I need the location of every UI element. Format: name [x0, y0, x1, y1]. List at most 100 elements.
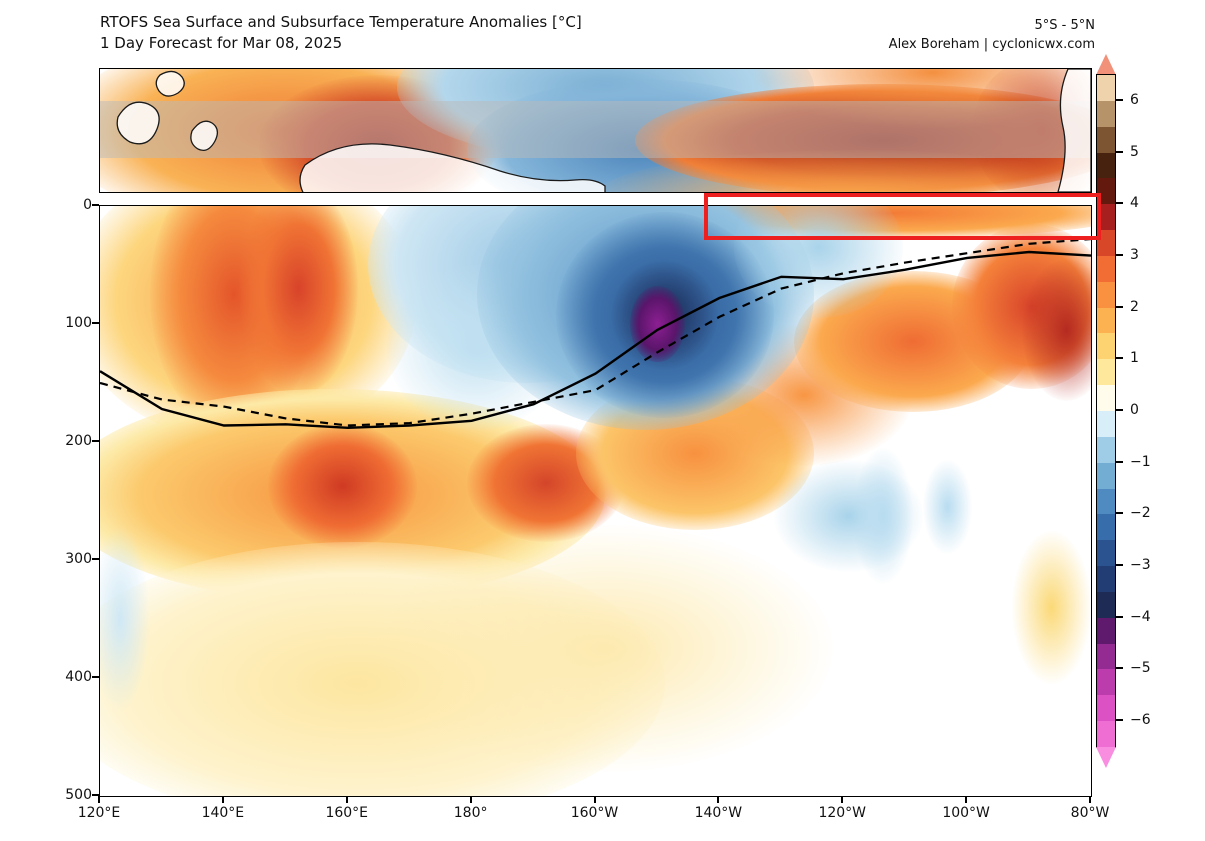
coast-new-guinea: [299, 143, 606, 192]
colorbar-tick: [1116, 667, 1123, 670]
colorbar-extend-top: [1096, 54, 1116, 75]
depth-tick: [92, 322, 99, 324]
depth-tick-label: 300: [65, 551, 92, 567]
map-averaging-band: [100, 100, 1091, 158]
colorbar-tick-label: 3: [1130, 246, 1139, 263]
colorbar-segment: [1097, 204, 1115, 231]
colorbar-segment: [1097, 100, 1115, 127]
colorbar-segment: [1097, 540, 1115, 567]
colorbar-tick-label: −5: [1130, 660, 1151, 677]
isotherm-20c-climatology-line: [100, 237, 1091, 427]
colorbar-tick: [1116, 564, 1123, 567]
colorbar-segment: [1097, 695, 1115, 722]
longitude-tick: [469, 796, 472, 803]
colorbar-tick-label: 6: [1130, 91, 1139, 108]
anomaly-cool-tail-blob: [734, 206, 903, 319]
longitude-tick: [841, 796, 844, 803]
colorbar-segment: [1097, 410, 1115, 437]
isotherm-lines-layer: [100, 237, 1091, 430]
colorbar-segment: [1097, 669, 1115, 696]
colorbar-segment: [1097, 255, 1115, 282]
colorbar-tick-label: −6: [1130, 712, 1151, 729]
longitude-tick: [717, 796, 720, 803]
colorbar-segment: [1097, 436, 1115, 463]
longitude-tick-label: 120°E: [77, 805, 121, 821]
colorbar-tick-label: −3: [1130, 557, 1151, 574]
depth-tick: [92, 204, 99, 206]
depth-tick: [92, 558, 99, 560]
anomaly-deep-warm-core1-blob: [268, 424, 418, 549]
longitude-tick-label: 140°W: [694, 805, 743, 821]
colorbar-segment: [1097, 281, 1115, 308]
anomaly-right-deep-yellow-blob: [1011, 530, 1091, 684]
colorbar-segment: [1097, 230, 1115, 256]
colorbar-tick-label: −1: [1130, 453, 1151, 470]
colorbar-tick-label: 5: [1130, 143, 1139, 160]
colorbar-extend-bottom: [1096, 747, 1116, 768]
colorbar-tick: [1116, 460, 1123, 463]
colorbar-tick-label: 4: [1130, 195, 1139, 212]
colorbar-tick-label: 2: [1130, 298, 1139, 315]
credit-text: Alex Boreham | cyclonicwx.com: [888, 37, 1095, 52]
longitude-tick-label: 80°W: [1070, 805, 1110, 821]
longitude-tick: [593, 796, 596, 803]
anomaly-far-east-red-core-blob: [1021, 259, 1091, 401]
colorbar-segment: [1097, 359, 1115, 386]
colorbar-segment: [1097, 126, 1115, 153]
title-block: RTOFS Sea Surface and Subsurface Tempera…: [100, 12, 582, 54]
coast-sulawesi: [190, 120, 219, 152]
longitude-tick: [221, 796, 224, 803]
longitude-tick-label: 180°: [453, 805, 488, 821]
colorbar-tick: [1116, 357, 1123, 360]
isotherm-20c-line: [100, 250, 1091, 430]
colorbar-segment: [1097, 591, 1115, 618]
colorbar-tick: [1116, 98, 1123, 101]
depth-tick-label: 100: [65, 315, 92, 331]
colorbar-segment: [1097, 462, 1115, 489]
longitude-tick: [1089, 796, 1091, 803]
colorbar-segment: [1097, 307, 1115, 334]
colorbar-segment: [1097, 721, 1115, 747]
colorbar-tick: [1116, 202, 1123, 205]
depth-tick: [92, 440, 99, 442]
depth-tick-label: 400: [65, 669, 92, 685]
colorbar-tick-label: −4: [1130, 608, 1151, 625]
anomaly-deep-east-cool3-blob: [922, 459, 973, 555]
colorbar-segment: [1097, 152, 1115, 179]
latitude-band-label: 5°S - 5°N: [1034, 18, 1095, 33]
colorbar-tick: [1116, 719, 1123, 722]
longitude-tick-label: 160°E: [325, 805, 369, 821]
figure-subtitle: 1 Day Forecast for Mar 08, 2025: [100, 34, 343, 52]
colorbar-segment: [1097, 385, 1115, 411]
colorbar-segment: [1097, 566, 1115, 592]
colorbar-segment: [1097, 75, 1115, 101]
anomaly-deep-east-cool2-blob: [853, 447, 913, 584]
colorbar-tick: [1116, 305, 1123, 308]
anomaly-cold-purple-core-blob: [630, 285, 685, 363]
highlight-rectangle: [704, 193, 1101, 240]
coast-south-america: [1057, 69, 1091, 192]
anomaly-bottom-wash2-blob: [377, 524, 834, 773]
colorbar-tick: [1116, 150, 1123, 153]
longitude-tick-label: 120°W: [818, 805, 867, 821]
depth-tick: [92, 676, 99, 678]
longitude-tick-label: 160°W: [570, 805, 619, 821]
colorbar-tick-label: −2: [1130, 505, 1151, 522]
colorbar-segment: [1097, 178, 1115, 205]
colorbar-tick: [1116, 615, 1123, 618]
figure-title: RTOFS Sea Surface and Subsurface Tempera…: [100, 13, 582, 31]
colorbar-segment: [1097, 514, 1115, 541]
anomaly-left-deep-cool-sliver-blob: [100, 524, 150, 714]
colorbar-tick: [1116, 512, 1123, 515]
depth-section-plot: 20°C Isotherm 20°C Isotherm Climatology: [99, 205, 1092, 797]
longitude-tick: [965, 796, 968, 803]
depth-tick-label: 0: [83, 197, 92, 213]
colorbar-segment: [1097, 643, 1115, 670]
coastline-layer: [116, 69, 1091, 192]
longitude-tick: [345, 796, 348, 803]
colorbar-tick: [1116, 253, 1123, 256]
map-strip-panel: [99, 68, 1092, 193]
colorbar-tick-label: 1: [1130, 350, 1139, 367]
depth-tick: [92, 794, 99, 796]
